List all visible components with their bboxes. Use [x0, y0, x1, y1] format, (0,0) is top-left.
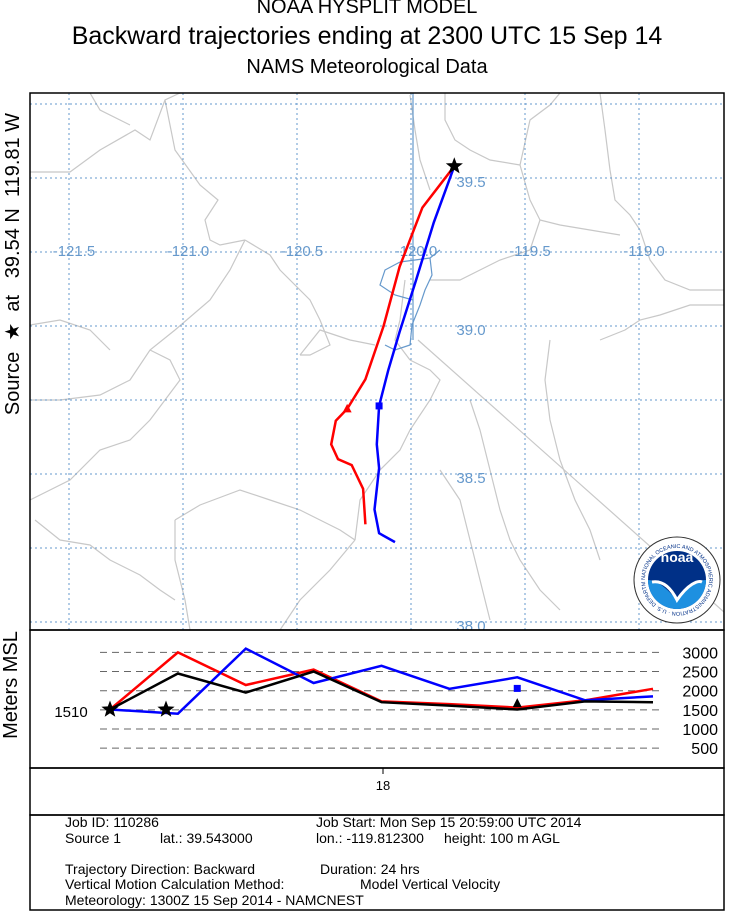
trajectory-direction: Trajectory Direction: Backward: [65, 860, 256, 877]
county-boundary: [174, 520, 191, 630]
height-tracks: [101, 647, 654, 717]
county-boundary: [34, 519, 176, 601]
info-frame: [29, 814, 725, 911]
vertical-motion-label: Vertical Motion Calculation Method:: [65, 876, 285, 892]
county-boundary: [430, 164, 541, 281]
blue-height-track: [109, 647, 654, 715]
latitude-label: 38.5: [456, 470, 485, 487]
county-boundary: [544, 339, 601, 561]
job-start: Job Start: Mon Sep 15 20:59:00 UTC 2014: [316, 814, 582, 830]
county-boundary: [244, 239, 331, 356]
height-tick-label: 1500: [682, 703, 718, 720]
height-tick-label: 3000: [682, 645, 718, 662]
county-boundary: [164, 99, 246, 246]
county-boundary: [279, 539, 356, 630]
longitude-label: -120.0: [395, 243, 438, 260]
latitude-label: 38.0: [456, 618, 485, 635]
county-boundary: [469, 399, 561, 611]
height-tick-label: 500: [691, 741, 718, 758]
source-lon: lon.: -119.812300: [316, 829, 424, 846]
job-id: Job ID: 110286: [65, 814, 159, 830]
longitude-label: -119.5: [509, 243, 550, 260]
duration: Duration: 24 hrs: [320, 860, 420, 877]
longitude-label: -119.0: [623, 243, 664, 260]
county-boundary: [444, 93, 521, 166]
meteorology: Meteorology: 1300Z 15 Sep 2014 - NAMCNES…: [65, 891, 364, 908]
county-boundary: [539, 219, 621, 236]
map-frame: [29, 92, 725, 631]
black-height-track: [109, 670, 654, 711]
county-boundary: [30, 349, 181, 501]
latitude-label: 39.0: [456, 322, 485, 339]
river: [384, 257, 433, 351]
county-boundary: [30, 93, 181, 173]
county-boundary: [299, 329, 376, 356]
chart-title-line3: NAMS Meteorological Data: [246, 56, 488, 78]
county-boundary: [89, 93, 131, 126]
longitude-label: -121.0: [167, 243, 210, 260]
height-tick-label: 2000: [682, 684, 718, 701]
height-start-star: [101, 700, 119, 717]
red-trajectory-marker: [342, 403, 352, 413]
county-boundary: [519, 93, 561, 166]
time-axis-label: 18: [376, 778, 390, 793]
source-height: height: 100 m AGL: [444, 829, 560, 846]
county-boundary: [599, 93, 724, 291]
blue-height-marker: [513, 684, 521, 692]
blue-trajectory: [373, 165, 456, 544]
start-height-label: 1510: [54, 704, 87, 721]
height-tick-labels: 3000 2500 2000 1500 1000 500: [682, 645, 718, 758]
lat-lon-labels: -121.5 -121.0 -120.5 -120.0 -119.5 -119.0 39.5…: [53, 174, 665, 635]
county-boundary: [439, 469, 491, 621]
red-trajectory: [329, 165, 456, 525]
lat-lon-grid: [30, 93, 724, 630]
trajectory-tracks: [329, 157, 463, 544]
county-boundary: [354, 359, 441, 541]
county-boundaries: [30, 93, 724, 630]
county-boundary: [30, 239, 246, 401]
chart-title-line2: Backward trajectories ending at 2300 UTC…: [71, 22, 663, 50]
noaa-logo-text: noaa: [661, 549, 694, 565]
height-gridlines: [100, 651, 664, 749]
latitude-label: 39.5: [456, 174, 485, 191]
height-start-star: [157, 700, 175, 717]
county-boundary: [599, 304, 724, 341]
height-tick-label: 2500: [682, 665, 718, 682]
county-boundary: [30, 319, 111, 351]
longitude-label: -120.5: [281, 243, 324, 260]
black-height-marker: [512, 698, 522, 708]
vertical-motion-value: Model Vertical Velocity: [360, 876, 501, 892]
source-number: Source 1: [65, 829, 122, 846]
rivers: [379, 93, 441, 351]
longitude-label: -121.5: [53, 243, 96, 260]
chart-title-line1: NOAA HYSPLIT MODEL: [256, 0, 478, 18]
county-boundary: [394, 279, 411, 361]
county-boundary: [174, 489, 356, 541]
source-lat: lat.: 39.543000: [160, 829, 253, 846]
source-star: [445, 157, 463, 174]
river: [379, 261, 414, 301]
blue-trajectory-marker: [375, 402, 383, 410]
height-tick-label: 1000: [682, 722, 718, 739]
